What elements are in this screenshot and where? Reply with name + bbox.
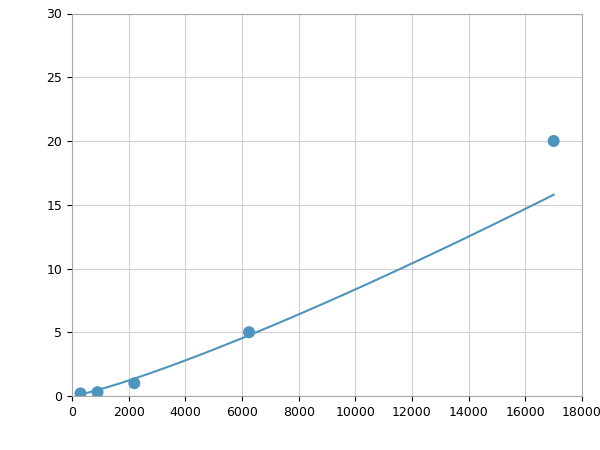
Point [130, 380, 139, 387]
Point [92, 388, 102, 396]
Point [76, 390, 85, 397]
Point [549, 137, 559, 144]
Point [244, 328, 254, 336]
